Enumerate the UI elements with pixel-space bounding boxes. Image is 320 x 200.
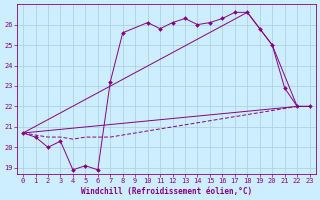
X-axis label: Windchill (Refroidissement éolien,°C): Windchill (Refroidissement éolien,°C) [81,187,252,196]
